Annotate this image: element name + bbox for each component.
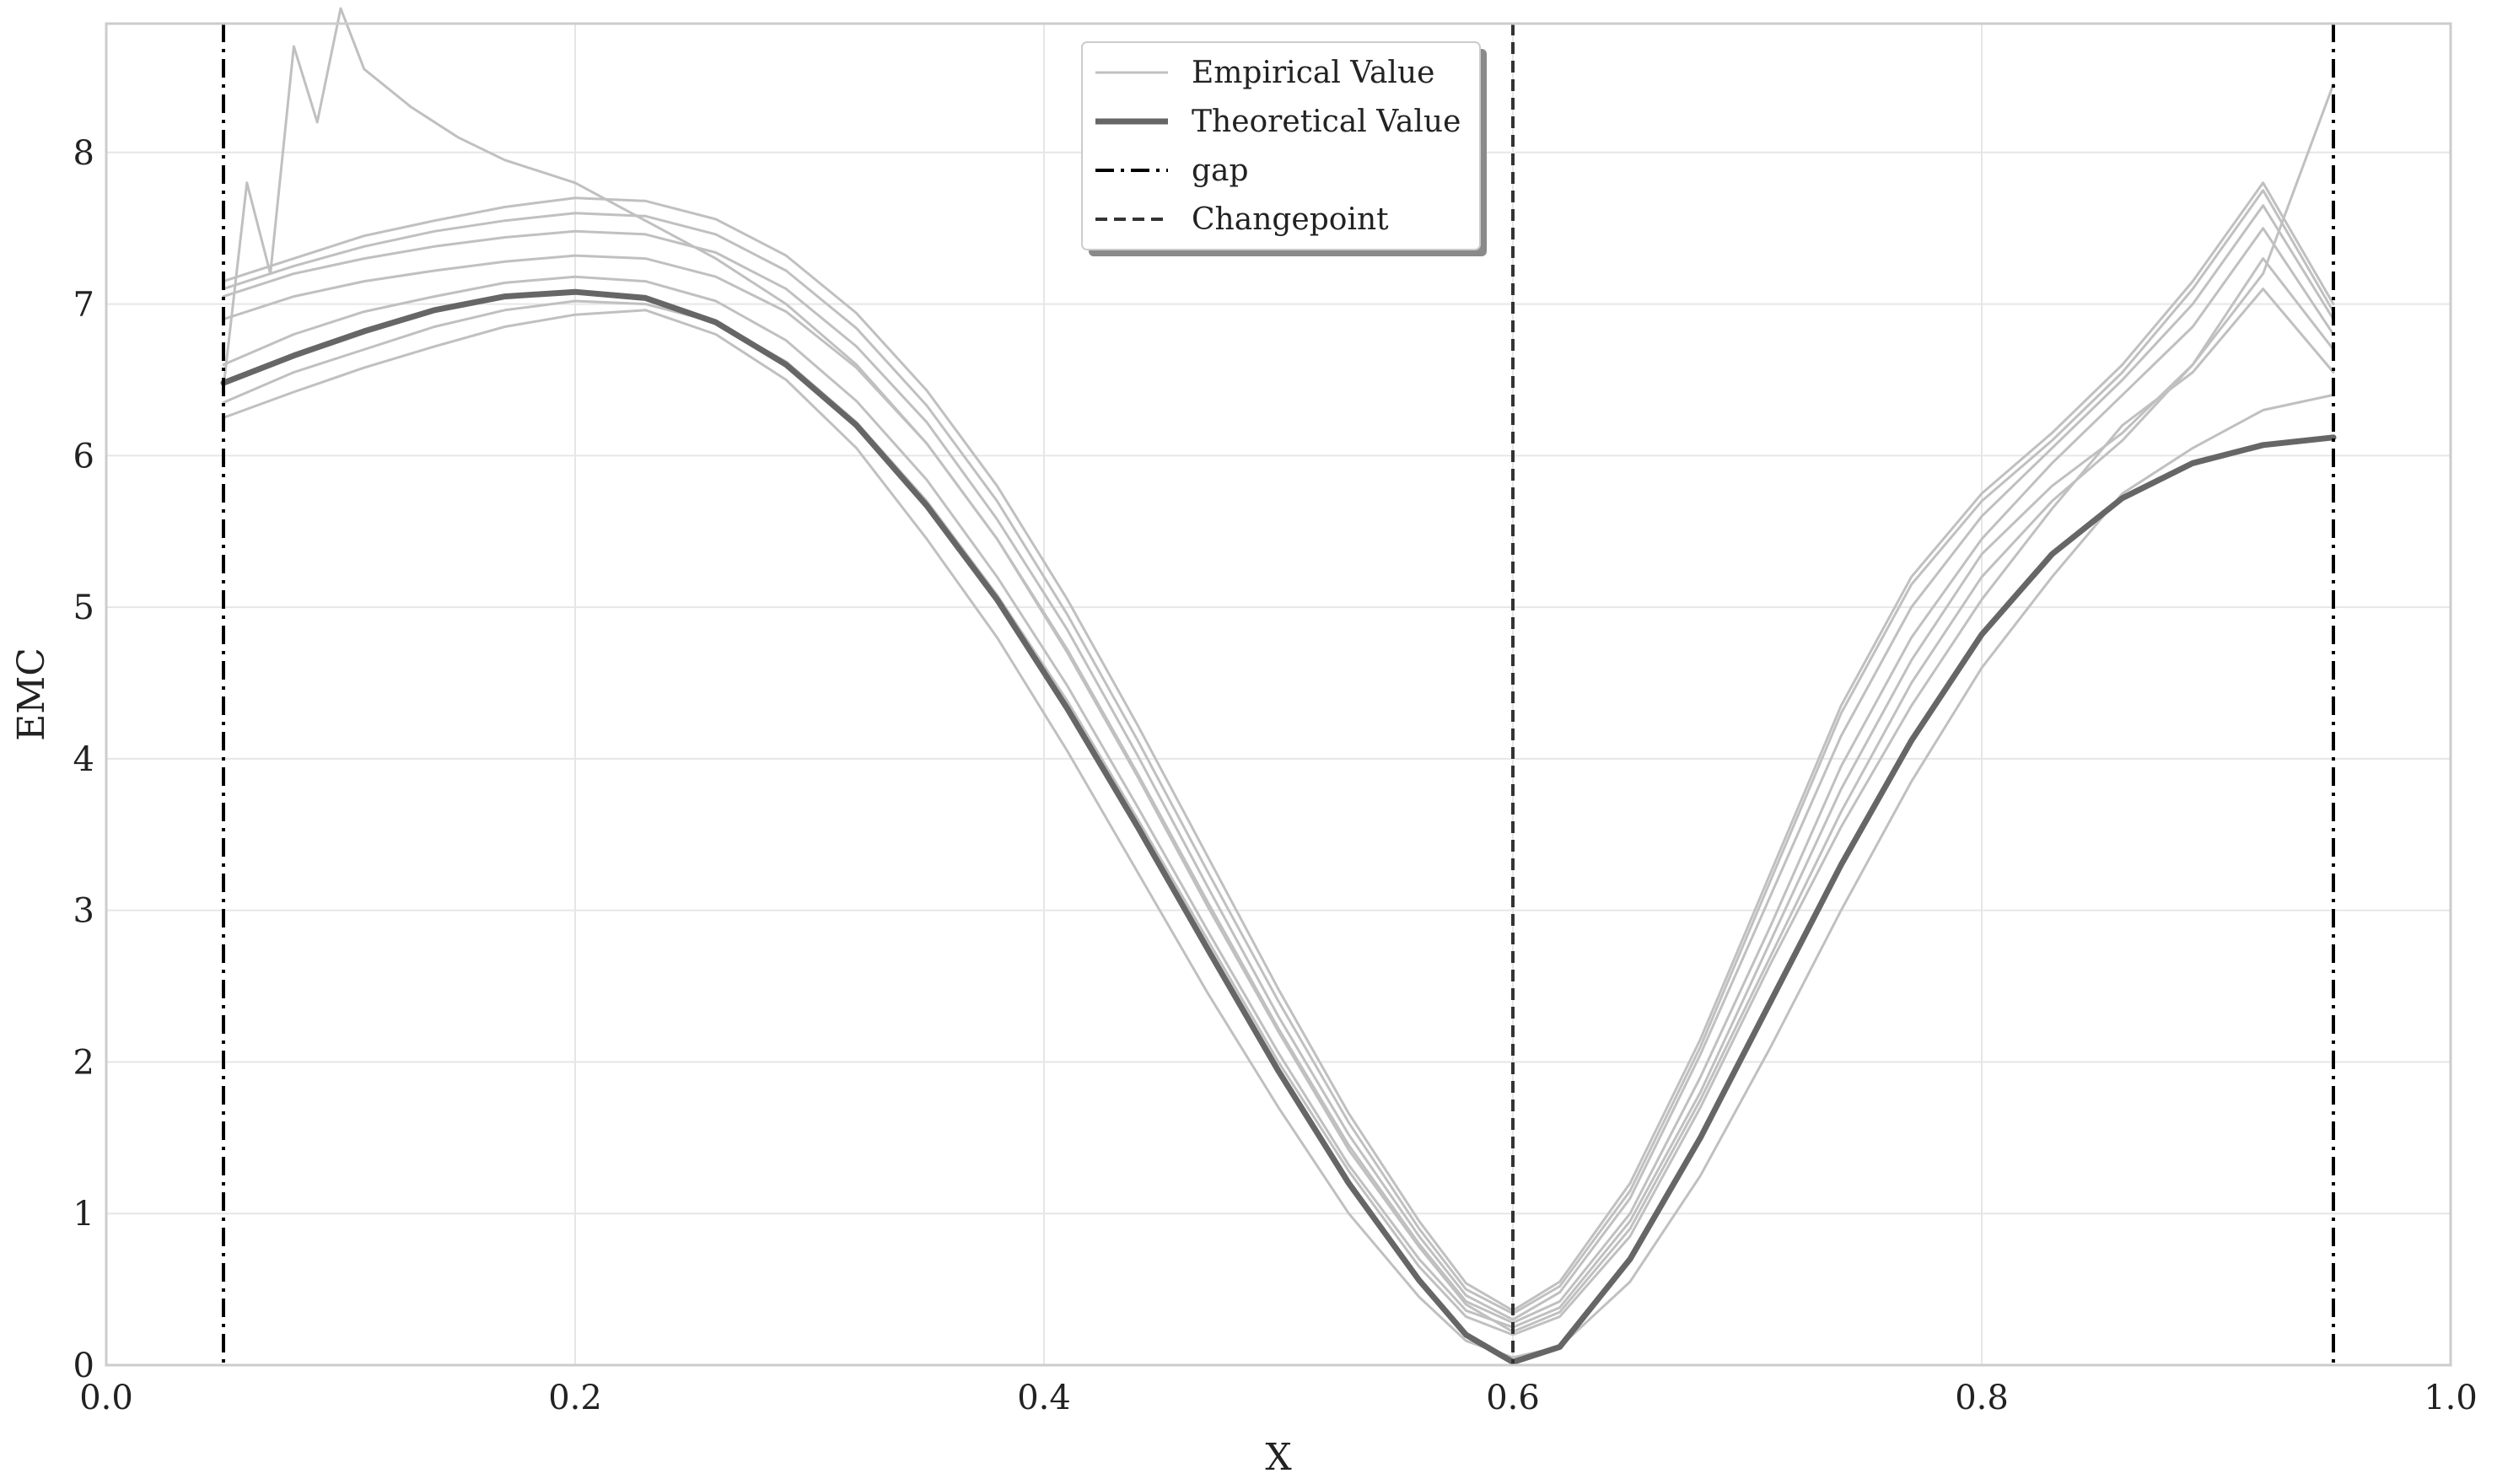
y-tick-label: 4 xyxy=(73,740,94,779)
y-tick-label: 7 xyxy=(73,286,94,325)
empirical-value-line-7 xyxy=(222,181,2335,1312)
empirical-value-line-5 xyxy=(222,204,2335,1321)
legend-label: Empirical Value xyxy=(1192,56,1434,90)
legend-label: Changepoint xyxy=(1192,202,1389,237)
legend: Empirical Value Theoretical Value gap Chang… xyxy=(1081,41,1487,256)
plot-frame xyxy=(105,22,2452,1367)
x-tick-label: 0.4 xyxy=(1017,1379,1071,1417)
y-tick-label: 6 xyxy=(73,437,94,476)
legend-label: Theoretical Value xyxy=(1192,105,1461,139)
x-tick-label: 0.6 xyxy=(1486,1379,1540,1417)
x-axis-label: X xyxy=(1265,1436,1292,1479)
y-tick-label: 2 xyxy=(73,1043,94,1082)
y-tick-label: 5 xyxy=(73,589,94,627)
x-tick-label: 0.0 xyxy=(79,1379,133,1417)
empirical-value-line-4 xyxy=(222,227,2335,1325)
empirical-value-line-6 xyxy=(222,189,2335,1315)
series-group xyxy=(220,7,2337,1365)
axis-ticks: 0.0 0.2 0.4 0.6 0.8 1.0 0 1 2 3 4 5 6 7 8 xyxy=(73,134,2478,1417)
y-tick-label: 8 xyxy=(73,134,94,173)
legend-label: gap xyxy=(1192,153,1249,188)
y-tick-label: 0 xyxy=(73,1347,94,1385)
x-tick-label: 1.0 xyxy=(2424,1379,2478,1417)
y-tick-label: 1 xyxy=(73,1195,94,1234)
empirical-value-line-2 xyxy=(222,288,2335,1336)
x-tick-label: 0.8 xyxy=(1955,1379,2009,1417)
vertical-lines xyxy=(222,24,2335,1365)
empirical-value-line-8 xyxy=(222,7,2335,1333)
theoretical-value-line xyxy=(220,288,2337,1365)
empirical-value-line-1 xyxy=(222,309,2335,1359)
y-axis-label: EMC xyxy=(10,648,53,741)
empirical-value-line-3 xyxy=(222,257,2335,1329)
x-tick-label: 0.2 xyxy=(548,1379,602,1417)
y-tick-label: 3 xyxy=(73,892,94,931)
legend-box xyxy=(1081,41,1481,250)
